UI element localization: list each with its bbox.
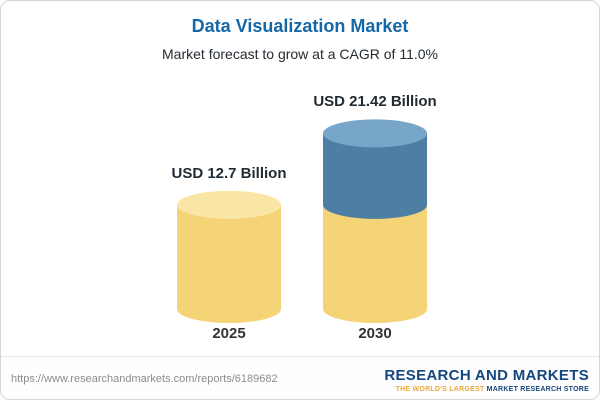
chart-subtitle: Market forecast to grow at a CAGR of 11.… xyxy=(162,46,438,62)
logo-tagline-rest: MARKET RESEARCH STORE xyxy=(484,386,589,393)
value-label-1: USD 21.42 Billion xyxy=(313,93,437,111)
logo-tagline-highlight: THE WORLD'S LARGEST xyxy=(395,386,485,393)
value-label-0: USD 12.7 Billion xyxy=(171,164,287,182)
category-label-0: 2025 xyxy=(212,325,246,342)
logo-text: RESEARCH AND MARKETS xyxy=(384,366,589,384)
chart-title: Data Visualization Market xyxy=(191,16,409,36)
cylinder-segment-body xyxy=(177,204,281,309)
category-label-1: 2030 xyxy=(358,325,392,342)
logo-tagline: THE WORLD'S LARGEST MARKET RESEARCH STOR… xyxy=(384,386,589,393)
report-url: https://www.researchandmarkets.com/repor… xyxy=(11,373,278,385)
cylinder-top-cap xyxy=(177,190,281,219)
cylinder-top-cap xyxy=(323,119,427,148)
cylinder-segment-body xyxy=(323,204,427,309)
research-and-markets-logo: RESEARCH AND MARKETS THE WORLD'S LARGEST… xyxy=(384,366,589,393)
footer: https://www.researchandmarkets.com/repor… xyxy=(1,356,599,399)
